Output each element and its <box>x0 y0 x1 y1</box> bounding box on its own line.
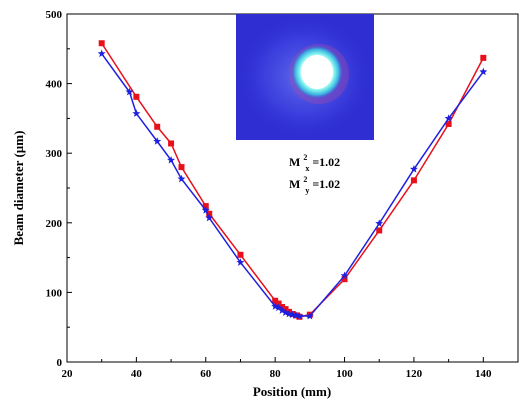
data-point-star <box>177 174 186 183</box>
y-tick-label: 200 <box>46 218 63 230</box>
data-point-star <box>236 258 245 266</box>
data-point-square <box>272 297 279 304</box>
x-tick-label: 100 <box>336 368 353 380</box>
y-axis-ticks: 0 100 200 300 400 500 <box>46 9 72 369</box>
y-tick-label: 400 <box>46 79 63 91</box>
svg-text:M 2 y =1.02: M 2 y =1.02 <box>289 171 340 196</box>
y-tick-label: 100 <box>46 287 63 299</box>
x-tick-label: 140 <box>475 368 492 380</box>
data-point-square <box>237 251 244 258</box>
data-point-square <box>341 276 348 283</box>
data-point-square <box>445 120 452 127</box>
data-point-star <box>444 114 453 122</box>
mx-sup: 2 <box>303 153 307 162</box>
data-point-star <box>167 155 176 164</box>
y-tick-label: 300 <box>46 148 63 160</box>
mx-sub: x <box>305 164 309 173</box>
y-axis-label: Beam diameter (µm) <box>11 131 26 246</box>
x-tick-label: 40 <box>131 368 143 380</box>
data-point-square <box>480 54 487 61</box>
data-point-star <box>305 311 314 320</box>
svg-text:M 2 x =1.02: M 2 x =1.02 <box>289 149 340 174</box>
data-point-star <box>271 302 280 310</box>
mx-annotation: M 2 x =1.02 <box>289 149 340 174</box>
mx-base: M <box>289 155 300 169</box>
mx-value: =1.02 <box>312 155 340 169</box>
beam-spot-image <box>236 14 374 140</box>
data-point-star <box>479 67 488 76</box>
x-tick-label: 120 <box>406 368 423 380</box>
x-tick-label: 80 <box>270 368 282 380</box>
x-tick-label: 20 <box>62 368 74 380</box>
x-axis-label: Position (mm) <box>253 384 331 399</box>
data-point-square <box>376 227 383 234</box>
data-point-star <box>409 165 418 173</box>
series-star <box>97 49 488 320</box>
data-point-star <box>295 311 304 320</box>
data-point-square <box>178 164 185 171</box>
series-layer <box>97 40 488 320</box>
data-point-square <box>410 177 417 184</box>
data-point-star <box>153 137 162 145</box>
data-point-star <box>201 206 210 214</box>
y-tick-label: 500 <box>46 9 63 21</box>
x-axis-ticks: 20 40 60 80 100 120 140 <box>62 357 492 380</box>
data-point-square <box>133 93 140 100</box>
my-base: M <box>289 177 300 191</box>
data-point-star <box>375 219 384 227</box>
data-point-star <box>281 308 290 316</box>
data-point-square <box>98 40 105 47</box>
data-point-star <box>205 213 214 222</box>
my-sub: y <box>305 186 309 195</box>
data-point-star <box>97 49 106 58</box>
data-point-star <box>340 271 349 280</box>
data-point-square <box>168 140 175 147</box>
my-value: =1.02 <box>312 177 340 191</box>
data-point-star <box>125 87 134 96</box>
data-point-star <box>278 306 287 314</box>
my-annotation: M 2 y =1.02 <box>289 171 340 196</box>
data-point-star <box>132 109 141 117</box>
y-tick-label: 0 <box>57 357 63 369</box>
data-point-square <box>154 123 161 130</box>
data-point-star <box>274 303 283 312</box>
x-tick-label: 60 <box>200 368 212 380</box>
my-sup: 2 <box>303 175 307 184</box>
